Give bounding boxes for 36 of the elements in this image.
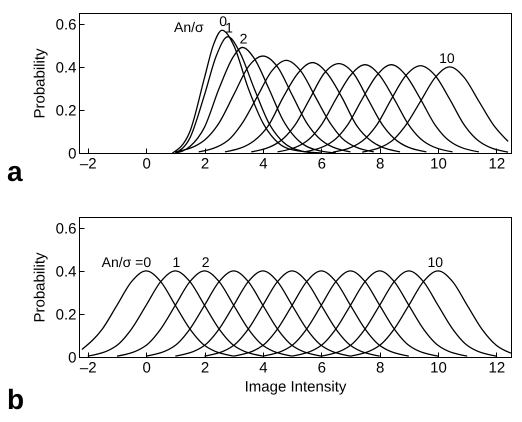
x-tick-label: 4 [259, 156, 268, 172]
text: b [7, 384, 24, 415]
annotation: An/σ [174, 19, 204, 35]
annotation: 2 [202, 254, 210, 270]
y-axis-title: Probability [32, 48, 49, 119]
x-tick-label: 8 [376, 360, 384, 376]
y-tick-label: 0.6 [56, 220, 76, 238]
x-tick-label: –2 [80, 156, 97, 172]
x-tick-label: 4 [259, 360, 268, 376]
x-tick-label: 2 [200, 156, 210, 172]
x-tick-label: –2 [80, 360, 97, 376]
x-tick-label: 12 [488, 360, 506, 376]
x-tick-label: 0 [142, 156, 151, 172]
y-tick-label: 0.2 [56, 306, 76, 324]
x-axis-title: Image Intensity [244, 378, 347, 396]
annotation: An/σ =0 [102, 254, 152, 270]
annotation: 1 [172, 254, 181, 270]
y-tick-label: 0.4 [56, 263, 76, 280]
y-tick-label: 0.2 [56, 102, 76, 120]
annotation: 0 [219, 13, 228, 30]
annotation: 10 [427, 254, 444, 270]
text: a [7, 156, 23, 187]
annotation: 1 [225, 20, 234, 36]
annotation: 10 [439, 50, 455, 66]
y-tick-label: 0.4 [56, 59, 76, 76]
y-axis-title: Probability [32, 252, 49, 323]
x-tick-label: 0 [142, 360, 151, 376]
x-tick-label: 12 [488, 156, 506, 172]
annotation: 2 [240, 30, 248, 46]
x-tick-label: 10 [430, 360, 447, 376]
y-tick-label: 0.6 [56, 16, 76, 34]
x-tick-label: 10 [430, 156, 447, 172]
x-tick-label: 6 [318, 360, 326, 376]
x-tick-label: 2 [200, 360, 210, 376]
x-tick-label: 6 [318, 156, 326, 172]
x-tick-label: 8 [376, 156, 384, 172]
